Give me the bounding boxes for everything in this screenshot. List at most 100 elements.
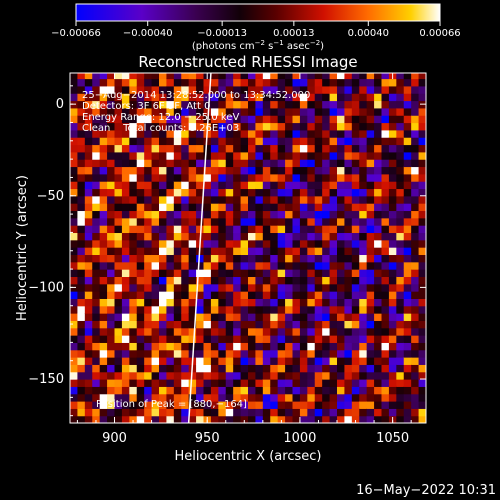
heatmap-cell [374, 203, 383, 212]
heatmap-cell [107, 159, 116, 168]
heatmap-cell [381, 276, 390, 285]
heatmap-cell [203, 188, 212, 197]
heatmap-cell [322, 144, 331, 153]
heatmap-cell [396, 415, 405, 423]
heatmap-cell [359, 93, 368, 102]
heatmap-cell [159, 291, 168, 299]
heatmap-cell [121, 283, 130, 292]
heatmap-cell [359, 115, 368, 124]
heatmap-cell [181, 320, 190, 329]
heatmap-cell [136, 247, 145, 256]
heatmap-cell [322, 195, 331, 204]
heatmap-cell [374, 320, 383, 329]
heatmap-cell [151, 217, 160, 226]
heatmap-cell [411, 313, 420, 321]
heatmap-cell [285, 379, 294, 387]
heatmap-cell [262, 408, 271, 417]
heatmap-cell [366, 166, 375, 175]
heatmap-cell [107, 254, 116, 263]
heatmap-cell [262, 261, 271, 270]
heatmap-cell [84, 210, 93, 219]
heatmap-cell [285, 122, 294, 131]
heatmap-cell [337, 320, 346, 329]
heatmap-cell [322, 247, 331, 256]
heatmap-cell [344, 364, 353, 373]
heatmap-cell [248, 298, 257, 307]
heatmap-cell [225, 283, 234, 292]
heatmap-cell [114, 364, 123, 373]
heatmap-cell [225, 129, 234, 138]
heatmap-cell [129, 305, 138, 314]
heatmap-cell [396, 217, 405, 226]
heatmap-cell [77, 203, 86, 212]
heatmap-cell [307, 320, 316, 329]
heatmap-cell [262, 225, 271, 234]
heatmap-cell [136, 379, 145, 387]
heatmap-cell [322, 173, 331, 182]
heatmap-cell [188, 107, 197, 116]
heatmap-cell [70, 217, 79, 226]
heatmap-cell [418, 305, 426, 314]
heatmap-cell [418, 349, 426, 358]
heatmap-cell [359, 283, 368, 292]
heatmap-cell [92, 313, 101, 321]
heatmap-cell [151, 349, 160, 358]
heatmap-cell [129, 232, 138, 241]
heatmap-cell [159, 122, 168, 131]
heatmap-cell [92, 415, 101, 423]
heatmap-cell [203, 371, 212, 380]
heatmap-cell [188, 144, 197, 153]
heatmap-cell [225, 320, 234, 329]
heatmap-cell [329, 129, 338, 138]
heatmap-cell [351, 151, 360, 160]
heatmap-cell [351, 122, 360, 131]
heatmap-cell [396, 342, 405, 351]
heatmap-cell [262, 239, 271, 248]
heatmap-cell [248, 261, 257, 270]
heatmap-cell [188, 371, 197, 380]
heatmap-cell [292, 247, 301, 256]
heatmap-cell [418, 393, 426, 402]
heatmap-cell [196, 401, 205, 409]
heatmap-cell [240, 93, 249, 102]
heatmap-cell [210, 415, 219, 423]
heatmap-cell [121, 115, 130, 124]
heatmap-cell [307, 401, 316, 409]
heatmap-cell [366, 283, 375, 292]
heatmap-cell [151, 364, 160, 373]
heatmap-cell [92, 122, 101, 131]
heatmap-cell [210, 342, 219, 351]
heatmap-cell [240, 320, 249, 329]
heatmap-cell [84, 137, 93, 146]
heatmap-cell [359, 181, 368, 190]
heatmap-cell [337, 261, 346, 270]
heatmap-cell [114, 349, 123, 358]
heatmap-cell [99, 349, 108, 358]
heatmap-cell [307, 122, 316, 131]
heatmap-cell [240, 129, 249, 138]
heatmap-cell [129, 291, 138, 299]
heatmap-cell [322, 232, 331, 241]
heatmap-cell [314, 144, 323, 153]
heatmap-cell [92, 93, 101, 102]
heatmap-cell [374, 393, 383, 402]
heatmap-cell [77, 93, 86, 102]
heatmap-cell [77, 379, 86, 387]
heatmap-cell [351, 144, 360, 153]
heatmap-cell [277, 357, 286, 365]
heatmap-cell [322, 107, 331, 116]
heatmap-cell [292, 85, 301, 94]
heatmap-cell [151, 173, 160, 182]
heatmap-cell [359, 73, 368, 80]
heatmap-cell [114, 73, 123, 80]
heatmap-cell [329, 291, 338, 299]
heatmap-cell [218, 181, 227, 190]
heatmap-cell [181, 349, 190, 358]
heatmap-cell [374, 313, 383, 321]
heatmap-cell [144, 122, 153, 131]
heatmap-cell [314, 93, 323, 102]
heatmap-cell [114, 239, 123, 248]
heatmap-cell [359, 313, 368, 321]
heatmap-cell [129, 254, 138, 263]
heatmap-cell [240, 225, 249, 234]
